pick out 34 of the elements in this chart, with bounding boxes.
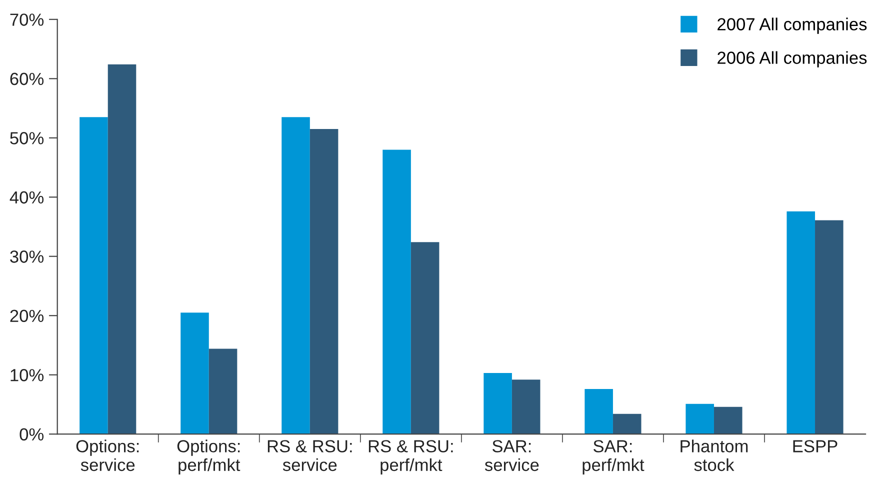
y-tick-label: 50%: [10, 132, 44, 144]
bar: [310, 128, 338, 434]
bar: [714, 406, 742, 434]
x-tick-label: SAR: service: [484, 440, 539, 472]
bar: [382, 150, 411, 434]
bar: [584, 389, 613, 434]
y-tick-label: 0%: [20, 428, 44, 441]
y-tick-label: 20%: [10, 310, 44, 322]
bar: [180, 312, 209, 434]
y-tick-label: 40%: [10, 191, 44, 204]
bar: [612, 414, 642, 434]
bar: [410, 242, 440, 434]
x-tick-label: Options: perf/mkt: [177, 440, 240, 475]
x-tick-label: RS & RSU: service: [268, 440, 352, 472]
x-tick-label: SAR: perf/mkt: [582, 440, 644, 475]
x-tick-label: Options: service: [76, 440, 139, 472]
y-tick-label: 70%: [10, 14, 44, 26]
legend-label: 2007 All companies: [718, 18, 867, 34]
x-tick-label: ESPP: [793, 440, 838, 452]
bar: [512, 380, 540, 434]
bar: [80, 117, 108, 434]
legend-label: 2006 All companies: [718, 51, 867, 68]
bar: [786, 211, 816, 434]
y-tick-label: 30%: [10, 250, 44, 263]
bar: [815, 220, 844, 434]
bar: [108, 64, 136, 434]
x-tick-label: Phantom stock: [680, 440, 748, 472]
bar: [484, 373, 512, 434]
x-tick-label: RS & RSU: perf/mkt: [368, 440, 453, 475]
y-tick-label: 10%: [10, 369, 44, 382]
bar: [282, 117, 310, 434]
y-tick-label: 60%: [10, 72, 44, 86]
bar: [686, 404, 714, 434]
bar: [208, 348, 238, 434]
